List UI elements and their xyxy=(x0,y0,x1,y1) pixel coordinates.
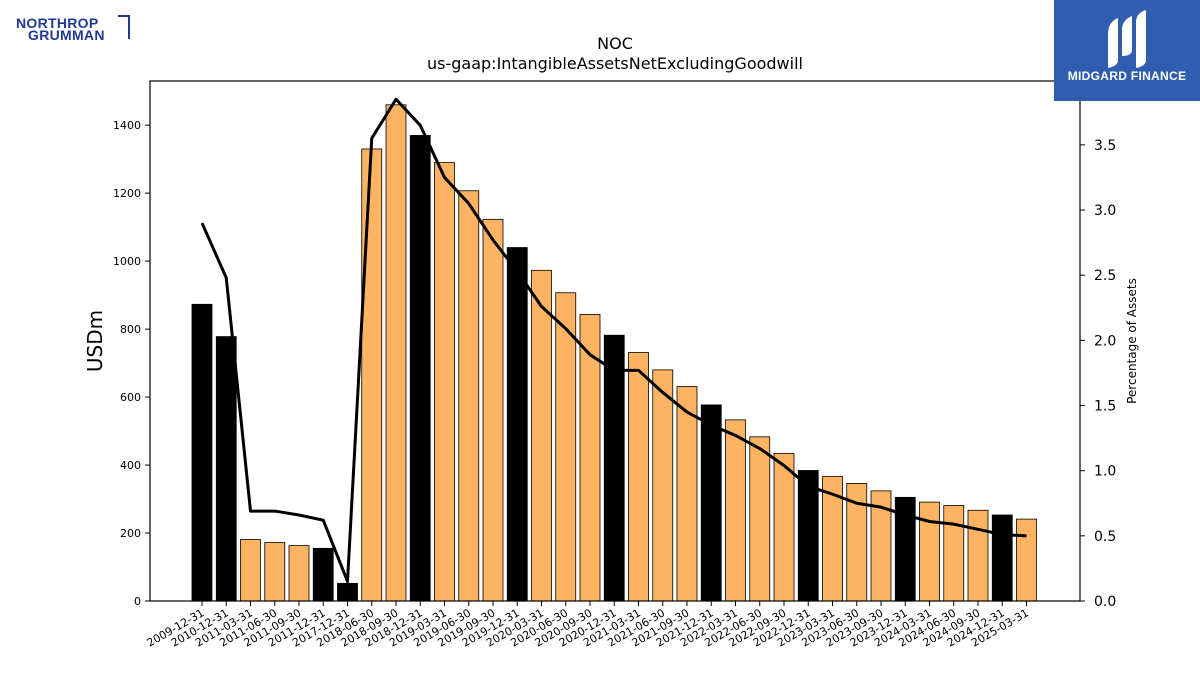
y-tick-label: 800 xyxy=(120,323,141,336)
midgard-finance-logo: MIDGARD FINANCE xyxy=(1054,0,1200,101)
y2-tick-label: 2.5 xyxy=(1094,268,1116,284)
bar-2011-06-30 xyxy=(264,542,286,602)
y2-axis-label: Percentage of Assets xyxy=(1125,278,1139,404)
y2-tick-label: 1.5 xyxy=(1094,399,1116,415)
bar-2020-06-30 xyxy=(555,292,577,602)
y-tick-label: 1000 xyxy=(113,255,141,268)
bar-2017-12-31 xyxy=(337,582,358,602)
bar-2021-09-30 xyxy=(676,386,698,602)
y2-tick-label: 3.5 xyxy=(1094,138,1116,154)
logo-bracket-top xyxy=(118,15,130,17)
bar-2022-06-30 xyxy=(749,436,771,602)
bar-2024-06-30 xyxy=(943,505,965,602)
chart-subtitle: us-gaap:IntangibleAssetsNetExcludingGood… xyxy=(427,54,803,73)
midgard-mark-icon xyxy=(1108,10,1146,68)
bar-2018-12-31 xyxy=(409,134,431,602)
bar-2019-12-31 xyxy=(506,247,528,602)
bar-2024-09-30 xyxy=(967,509,989,602)
bar-2020-03-31 xyxy=(531,269,552,602)
y-tick-label: 400 xyxy=(120,459,141,472)
logo-bracket xyxy=(128,15,130,39)
northrop-grumman-logo: NORTHROP GRUMMAN xyxy=(14,14,134,44)
y-tick-label: 200 xyxy=(120,527,141,540)
bar-2021-03-31 xyxy=(628,352,649,602)
bar-2011-03-31 xyxy=(240,539,261,602)
bar-2024-12-31 xyxy=(991,514,1013,602)
bar-2020-12-31 xyxy=(603,334,625,602)
bar-2009-12-31 xyxy=(191,303,213,602)
y2-tick-label: 2.0 xyxy=(1094,333,1116,349)
y-tick-label: 1400 xyxy=(113,119,141,132)
y-tick-label: 0 xyxy=(134,595,141,608)
x-axis-ticks: 2009-12-312010-12-312011-03-312011-06-30… xyxy=(145,601,1031,650)
bar-2022-03-31 xyxy=(725,419,746,602)
logo-brand-text: MIDGARD FINANCE xyxy=(1067,69,1187,83)
percentage-of-assets-line xyxy=(200,97,1027,583)
logo-text-line2: GRUMMAN xyxy=(28,27,105,43)
bar-2025-03-31 xyxy=(1016,518,1037,602)
bar-2011-09-30 xyxy=(288,545,310,602)
y-tick-label: 1200 xyxy=(113,187,141,200)
bar-2021-12-31 xyxy=(700,404,722,602)
logo-text-line1: NORTHROP xyxy=(16,15,99,31)
y2-tick-label: 1.0 xyxy=(1094,464,1116,480)
y2-tick-label: 3.0 xyxy=(1094,203,1116,219)
bar-2019-06-30 xyxy=(458,190,480,602)
bar-group xyxy=(191,104,1037,602)
y-axis-ticks: 0 200 400 600 800 1000 1200 1400 xyxy=(113,119,150,608)
y2-axis-ticks: 0.0 0.5 1.0 1.5 2.0 2.5 3.0 3.5 xyxy=(1080,138,1116,610)
y-tick-label: 600 xyxy=(120,391,141,404)
bar-2024-03-31 xyxy=(919,501,940,602)
bar-2019-09-30 xyxy=(482,218,504,602)
plot-frame xyxy=(149,80,1081,602)
bar-2019-03-31 xyxy=(434,162,455,602)
y-axis-label: USDm xyxy=(83,310,107,372)
bar-2011-12-31 xyxy=(312,547,334,602)
y2-tick-label: 0.5 xyxy=(1094,529,1116,545)
y2-tick-label: 0.0 xyxy=(1094,594,1116,610)
bar-2022-09-30 xyxy=(773,453,795,602)
bar-2018-06-30 xyxy=(361,148,383,602)
bar-2010-12-31 xyxy=(215,336,237,602)
bar-2021-06-30 xyxy=(652,369,674,602)
bar-2018-09-30 xyxy=(385,104,407,602)
chart-title: NOC xyxy=(597,34,633,53)
